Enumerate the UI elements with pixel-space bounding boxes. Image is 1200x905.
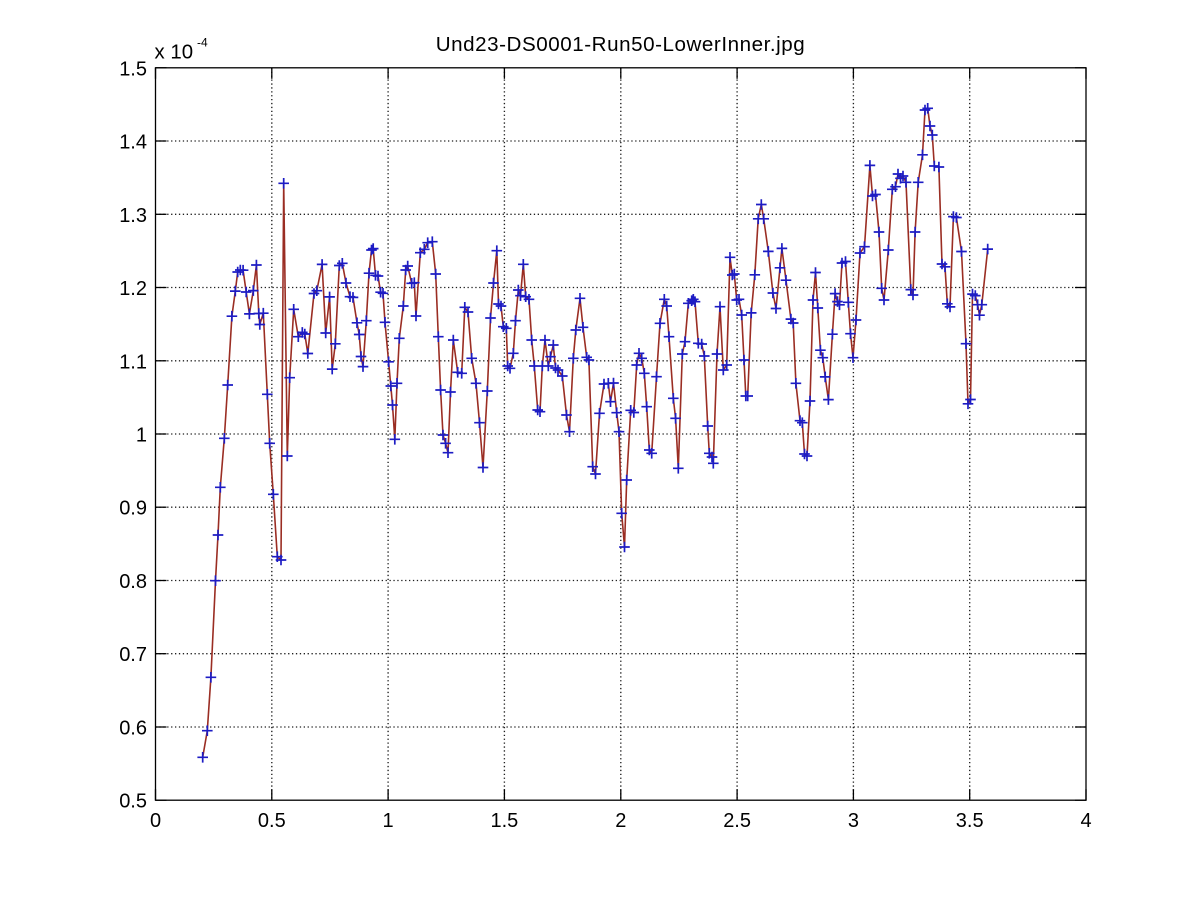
svg-text:3: 3 (848, 810, 859, 832)
svg-text:0.5: 0.5 (119, 791, 147, 813)
svg-text:2.5: 2.5 (723, 810, 751, 832)
svg-text:-4: -4 (197, 36, 208, 50)
svg-text:0.6: 0.6 (119, 718, 147, 740)
svg-text:0.7: 0.7 (119, 644, 147, 666)
svg-text:Und23-DS0001-Run50-LowerInner.: Und23-DS0001-Run50-LowerInner.jpg (436, 33, 806, 56)
svg-text:1.5: 1.5 (119, 58, 147, 80)
svg-text:4: 4 (1080, 810, 1091, 832)
svg-text:1.2: 1.2 (119, 278, 147, 300)
svg-text:0: 0 (150, 810, 161, 832)
svg-text:0.8: 0.8 (119, 571, 147, 593)
svg-text:1: 1 (383, 810, 394, 832)
svg-text:2: 2 (615, 810, 626, 832)
svg-text:x 10: x 10 (155, 42, 194, 64)
svg-text:1: 1 (136, 425, 147, 447)
svg-text:1.3: 1.3 (119, 205, 147, 227)
svg-text:0.5: 0.5 (258, 810, 286, 832)
svg-text:1.4: 1.4 (119, 132, 147, 154)
svg-text:0.9: 0.9 (119, 498, 147, 520)
svg-text:3.5: 3.5 (956, 810, 984, 832)
svg-text:1.5: 1.5 (490, 810, 518, 832)
svg-text:1.1: 1.1 (119, 351, 147, 373)
